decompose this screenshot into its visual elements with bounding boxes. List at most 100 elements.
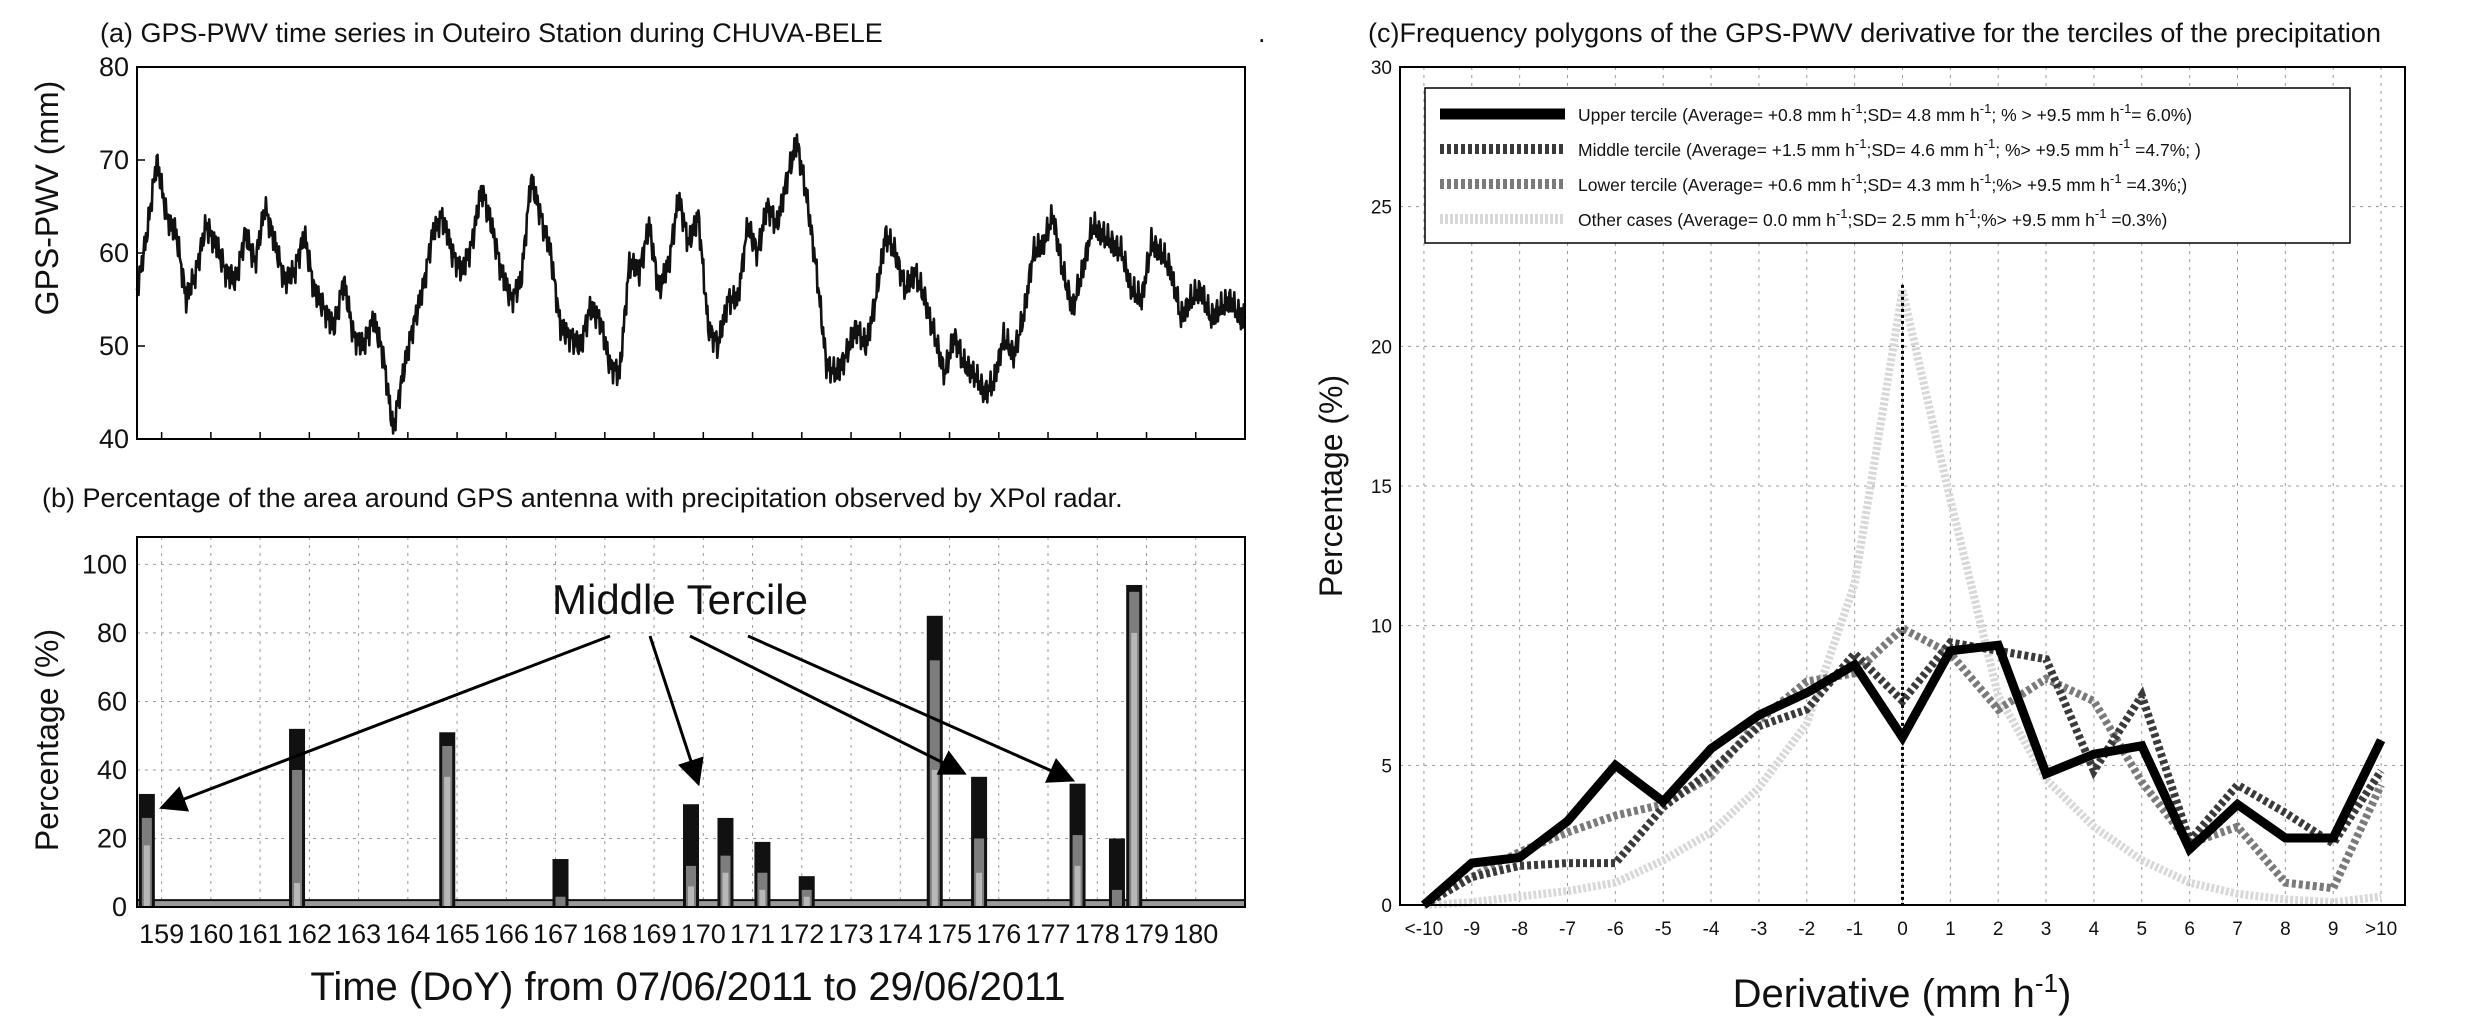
panel-b-ytick-label: 0 — [112, 892, 127, 922]
panel-a-title: (a) GPS-PWV time series in Outeiro Stati… — [100, 18, 883, 48]
panel-c-legend-entry: Upper tercile (Average= +0.8 mm h-1;SD= … — [1578, 101, 2192, 125]
panel-b-bar-core — [931, 769, 938, 907]
legend-superscript: -1 — [2095, 206, 2107, 221]
panel-c-xtick-label: -9 — [1463, 919, 1480, 940]
panel-c-xtick-label: -1 — [1846, 919, 1863, 940]
panel-c-y-ticks: 0 5 10 15 20 25 30 — [1371, 58, 1392, 917]
panel-c-xtick-label: >10 — [2365, 919, 2397, 940]
panel-b-ytick-label: 60 — [97, 686, 127, 716]
panel-a-y-axis-label: GPS-PWV (mm) — [29, 81, 65, 316]
panel-c-xtick-label: 9 — [2328, 919, 2339, 940]
panel-b-bar-core — [1131, 632, 1138, 907]
legend-text-segment: ;%> +9.5 mm h — [1976, 210, 2095, 230]
panel-c-legend-entry: Lower tercile (Average= +0.6 mm h-1;SD= … — [1578, 171, 2187, 195]
legend-text-segment: =0.3%) — [2106, 210, 2167, 230]
legend-superscript: -1 — [2110, 171, 2122, 186]
panel-c-legend-entry: Other cases (Average= 0.0 mm h-1;SD= 2.5… — [1578, 206, 2167, 230]
panel-b-bar-inner — [555, 896, 566, 907]
panel-c-xtick-label: -3 — [1750, 919, 1767, 940]
panel-b-xtick-label: 180 — [1173, 919, 1218, 949]
panel-c-xtick-label: 0 — [1897, 919, 1908, 940]
panel-c-ytick-label: 10 — [1371, 617, 1392, 638]
panel-b-xtick-label: 177 — [1025, 919, 1070, 949]
panel-b-xtick-label: 174 — [878, 919, 923, 949]
panel-b-bar-core — [803, 896, 810, 907]
panel-c-xtick-label: <-10 — [1405, 919, 1444, 940]
panel-c-frequency-polygons: (c)Frequency polygons of the GPS-PWV der… — [1313, 18, 2406, 1016]
panel-b-xtick-label: 160 — [188, 919, 233, 949]
panel-b-x-ticks: 159 160 161 162 163 164 165 166 167 168 169 170 171 1… — [139, 919, 1218, 949]
panel-c-xtick-label: -7 — [1559, 919, 1576, 940]
legend-text-segment: ; %> +9.5 mm h — [1995, 140, 2119, 160]
panel-b-xtick-label: 173 — [829, 919, 874, 949]
panel-c-xtick-label: 2 — [1993, 919, 2004, 940]
panel-b-xtick-label: 171 — [730, 919, 775, 949]
panel-b-precip-bars: (b) Percentage of the area around GPS an… — [29, 483, 1246, 1009]
panel-b-annotation-arrow — [159, 634, 611, 812]
panel-c-ytick-label: 0 — [1381, 896, 1392, 917]
panel-b-bar-core — [143, 845, 150, 907]
legend-text-segment: ;SD= 2.5 mm h — [1847, 210, 1964, 230]
legend-text-segment: ;SD= 4.8 mm h — [1863, 105, 1980, 125]
panel-b-xtick-label: 167 — [533, 919, 578, 949]
panel-b-bar-inner — [292, 769, 303, 907]
panel-c-xtick-label: 4 — [2089, 919, 2100, 940]
panel-c-y-axis-label: Percentage (%) — [1313, 375, 1349, 597]
panel-b-xtick-label: 159 — [139, 919, 184, 949]
panel-c-xtick-label: -8 — [1511, 919, 1528, 940]
legend-superscript: -1 — [1836, 206, 1848, 221]
panel-c-ytick-label: 25 — [1371, 198, 1392, 219]
panel-c-x-axis-label-end: ) — [2058, 972, 2071, 1016]
panel-c-series-line-lower-tercile — [1421, 623, 2385, 909]
legend-text-segment: =4.7%; ) — [2130, 140, 2201, 160]
panel-b-bar-inner — [1111, 889, 1122, 907]
panel-c-frame — [1399, 66, 2406, 906]
panel-a-ytick-label: 70 — [99, 145, 129, 175]
legend-text-segment: =4.3%;) — [2122, 175, 2188, 195]
panel-b-xtick-label: 179 — [1124, 919, 1169, 949]
panel-a-ytick-label: 80 — [99, 52, 129, 82]
panel-b-ytick-label: 20 — [97, 823, 127, 853]
panel-c-series-line-other-cases — [1423, 289, 2382, 909]
legend-superscript: -1 — [1980, 101, 1992, 116]
panel-c-x-ticks: <-10 -9 -8 -7 -6 -5 -4 -3 -2 -1 0 1 2 3 4 5 6 7 8 9 >10 — [1405, 919, 2398, 940]
panel-c-legend-box — [1424, 87, 2351, 244]
panel-b-bar-core — [688, 886, 694, 907]
panel-b-bar-core — [294, 883, 301, 907]
panel-a-ytick-label: 50 — [99, 331, 129, 361]
panel-b-bar-core — [759, 889, 766, 907]
panel-c-x-axis-label-sup: -1 — [2035, 968, 2058, 998]
panel-c-xtick-label: 3 — [2041, 919, 2052, 940]
panel-b-bars — [137, 584, 1245, 907]
panel-b-xtick-label: 169 — [632, 919, 677, 949]
panel-b-xtick-label: 161 — [238, 919, 283, 949]
panel-c-x-axis-label: Derivative (mm h-1) — [1733, 968, 2072, 1016]
panel-a-series-line — [135, 133, 1247, 435]
legend-superscript: -1 — [2120, 101, 2132, 116]
legend-text-segment: Upper tercile (Average= +0.8 mm h — [1578, 105, 1851, 125]
legend-text-segment: ;SD= 4.3 mm h — [1863, 175, 1980, 195]
panel-c-xtick-label: -2 — [1798, 919, 1815, 940]
legend-text-segment: Lower tercile (Average= +0.6 mm h — [1578, 175, 1851, 195]
panel-b-y-ticks: 0 20 40 60 80 100 — [82, 549, 127, 922]
legend-superscript: -1 — [1980, 171, 1992, 186]
panel-c-ytick-label: 20 — [1371, 337, 1392, 358]
panel-b-xtick-label: 176 — [976, 919, 1021, 949]
panel-b-bar-core — [722, 872, 729, 907]
legend-text-segment: Middle tercile (Average= +1.5 mm h — [1578, 140, 1855, 160]
panel-b-xtick-label: 164 — [385, 919, 430, 949]
legend-superscript: -1 — [1851, 101, 1863, 116]
legend-text-segment: ;%> +9.5 mm h — [1991, 175, 2110, 195]
panel-b-annotation-text: Middle Tercile — [552, 576, 808, 623]
panel-c-ytick-label: 15 — [1371, 477, 1392, 498]
panel-b-xtick-label: 163 — [336, 919, 381, 949]
legend-superscript: -1 — [1851, 171, 1863, 186]
panel-c-xtick-label: -6 — [1607, 919, 1624, 940]
panel-a-series — [135, 133, 1247, 435]
panel-b-ytick-label: 80 — [97, 618, 127, 648]
panel-b-title: (b) Percentage of the area around GPS an… — [42, 483, 1123, 513]
panel-c-legend-entry: Middle tercile (Average= +1.5 mm h-1;SD=… — [1578, 136, 2201, 160]
panel-b-xtick-label: 178 — [1075, 919, 1120, 949]
panel-b-bar-core — [1074, 865, 1081, 907]
